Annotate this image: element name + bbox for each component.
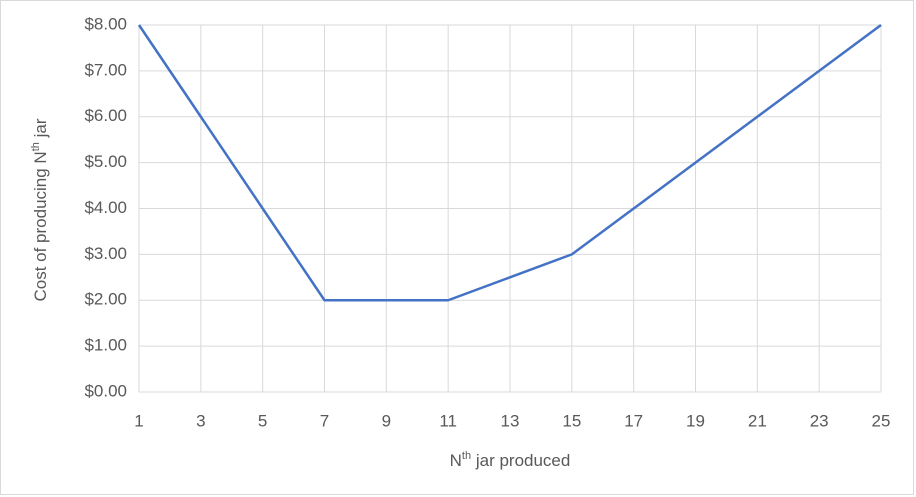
y-axis-title-part: jar [31, 118, 50, 142]
y-tick-label: $3.00 [84, 244, 127, 263]
x-axis-title-part: th [462, 450, 471, 462]
x-axis-title-part: jar produced [471, 451, 570, 470]
y-axis-title: Cost of producing Nth jar [30, 118, 51, 301]
y-tick-label: $4.00 [84, 198, 127, 217]
y-axis-title-part: Cost of producing N [31, 151, 50, 301]
x-tick-label: 21 [748, 411, 767, 430]
x-tick-label: 9 [382, 411, 391, 430]
x-tick-label: 15 [562, 411, 581, 430]
x-tick-label: 19 [686, 411, 705, 430]
x-tick-label: 13 [501, 411, 520, 430]
y-axis-title-part: th [30, 142, 42, 151]
y-tick-label: $5.00 [84, 152, 127, 171]
x-tick-label: 1 [134, 411, 143, 430]
y-tick-label: $0.00 [84, 381, 127, 400]
x-axis-title-part: N [450, 451, 462, 470]
y-tick-label: $8.00 [84, 14, 127, 33]
y-tick-label: $2.00 [84, 290, 127, 309]
x-tick-label: 17 [624, 411, 643, 430]
x-tick-label: 11 [439, 411, 457, 430]
x-tick-label: 7 [320, 411, 329, 430]
x-tick-label: 5 [258, 411, 267, 430]
x-tick-label: 23 [810, 411, 829, 430]
x-axis-title: Nth jar produced [450, 450, 571, 471]
y-tick-label: $7.00 [84, 60, 127, 79]
data-line [137, 23, 882, 302]
y-tick-label: $1.00 [84, 336, 127, 355]
x-tick-label: 25 [872, 411, 891, 430]
y-tick-label: $6.00 [84, 106, 127, 125]
x-tick-label: 3 [196, 411, 205, 430]
